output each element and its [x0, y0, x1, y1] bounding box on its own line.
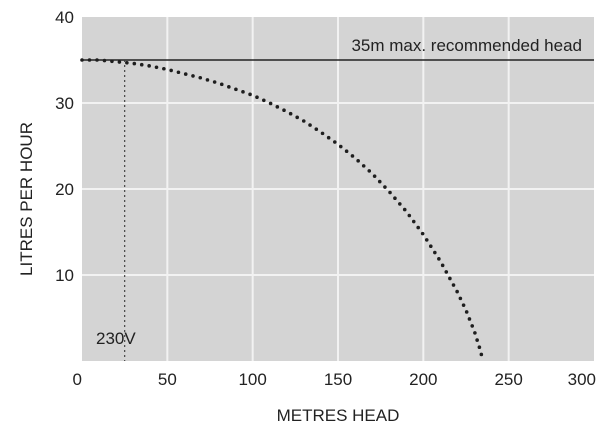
- curve-dot: [205, 78, 210, 82]
- curve-dot: [248, 92, 252, 97]
- curve-dot: [416, 225, 420, 230]
- curve-dot: [448, 276, 452, 281]
- curve-dot: [420, 231, 425, 236]
- curve-dot: [367, 169, 372, 173]
- curve-dot: [350, 154, 355, 158]
- curve-dot: [402, 207, 407, 212]
- y-tick-label: 40: [55, 8, 74, 27]
- curve-dot: [234, 87, 238, 92]
- x-tick-label: 50: [158, 370, 177, 389]
- curve-dot: [176, 70, 181, 75]
- curve-dot: [132, 61, 137, 66]
- curve-dot: [191, 74, 195, 78]
- curve-dot: [372, 174, 377, 178]
- x-tick-label: 200: [409, 370, 437, 389]
- curve-dot: [198, 75, 203, 80]
- curve-dot: [87, 58, 92, 62]
- curve-dot: [440, 263, 445, 268]
- curve-dot: [288, 111, 293, 116]
- curve-dot: [356, 159, 360, 163]
- x-tick-label: 250: [494, 370, 522, 389]
- grid-lines: [82, 17, 594, 361]
- curve-dot: [268, 101, 273, 106]
- curve-dot: [428, 244, 433, 249]
- curve-dot: [361, 164, 366, 168]
- curve-dot: [411, 219, 416, 224]
- curve-dot: [444, 270, 449, 274]
- y-axis-ticks: 10 20 30 40: [55, 8, 74, 285]
- curve-dot: [332, 140, 337, 144]
- curve-dot: [407, 213, 412, 218]
- curve-dot: [464, 310, 469, 314]
- curve-dot: [437, 257, 441, 261]
- x-axis-title: METRES HEAD: [277, 406, 400, 425]
- curve-dot: [451, 283, 456, 287]
- curve-dot: [110, 59, 114, 64]
- curve-dot: [183, 72, 188, 76]
- curve-dot: [458, 296, 463, 301]
- curve-dot: [393, 196, 397, 201]
- curve-dot: [212, 80, 217, 84]
- curve-dot: [117, 60, 122, 64]
- x-tick-label: 150: [324, 370, 352, 389]
- curve-dot: [470, 324, 475, 328]
- curve-dot: [383, 185, 387, 189]
- curve-dot: [314, 127, 319, 132]
- curve-dot: [467, 317, 472, 321]
- curve-dot: [424, 238, 429, 242]
- curve-dot: [125, 61, 129, 65]
- curve-dot: [80, 58, 84, 62]
- y-tick-label: 20: [55, 180, 74, 199]
- performance-curve: [80, 58, 484, 357]
- curve-dot: [473, 331, 477, 335]
- curve-dot: [377, 179, 382, 184]
- curve-dot: [241, 90, 245, 94]
- y-tick-label: 30: [55, 94, 74, 113]
- x-axis-ticks: 0 50 100 150 200 250 300: [73, 370, 596, 389]
- curve-dot: [477, 345, 482, 350]
- curve-dot: [295, 115, 299, 120]
- curve-dot: [475, 338, 479, 342]
- curve-dot: [308, 123, 312, 127]
- curve-dot: [255, 95, 259, 100]
- curve-dot: [344, 149, 349, 154]
- curve-dot: [95, 58, 99, 62]
- y-tick-label: 10: [55, 266, 74, 285]
- curve-dot: [338, 144, 343, 149]
- curve-dot: [139, 62, 144, 67]
- x-tick-label: 300: [568, 370, 596, 389]
- curve-dot: [301, 119, 306, 123]
- curve-dot: [455, 289, 459, 294]
- y-axis-title: LITRES PER HOUR: [17, 122, 36, 276]
- curve-dot: [102, 58, 107, 63]
- x-tick-label: 0: [73, 370, 82, 389]
- curve-dot: [282, 108, 286, 112]
- curve-dot: [219, 82, 224, 87]
- curve-dot: [388, 190, 392, 195]
- voltage-label: 230V: [96, 329, 136, 348]
- x-tick-label: 100: [238, 370, 266, 389]
- curve-dot: [262, 98, 266, 103]
- curve-dot: [154, 65, 159, 70]
- curve-dot: [433, 250, 437, 255]
- curve-dot: [479, 352, 484, 357]
- curve-dot: [169, 68, 173, 73]
- curve-dot: [326, 135, 331, 140]
- curve-dot: [398, 202, 402, 206]
- curve-dot: [227, 85, 231, 89]
- curve-dot: [275, 105, 280, 109]
- curve-dot: [162, 66, 166, 71]
- curve-dot: [147, 64, 151, 68]
- curve-dot: [461, 303, 466, 307]
- max-head-label: 35m max. recommended head: [351, 36, 582, 55]
- curve-dot: [320, 131, 325, 136]
